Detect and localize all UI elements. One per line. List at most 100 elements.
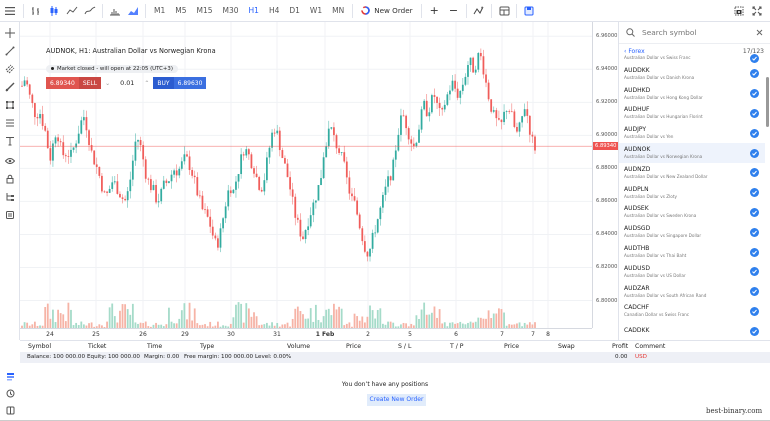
positions-tab-icon[interactable]: [4, 370, 16, 382]
screenshot-icon[interactable]: [730, 0, 748, 22]
indicators-icon[interactable]: f: [470, 0, 488, 22]
candles-icon[interactable]: [45, 0, 63, 22]
price-chart[interactable]: AUDNOK, H1: Australian Dollar vs Norwegi…: [20, 22, 592, 328]
zoom-out-button[interactable]: −: [448, 4, 459, 17]
area-line-icon[interactable]: [81, 0, 99, 22]
symbol-list-item[interactable]: AUDHKD Australian Dollar vs Hong Kong Dol…: [619, 84, 765, 104]
symbol-list-item[interactable]: AUDTHB Australian Dollar vs Thai Baht: [619, 242, 765, 262]
symbol-list-scrollbar[interactable]: [766, 77, 769, 127]
check-icon[interactable]: [750, 227, 759, 237]
timeframe-w1[interactable]: W1: [309, 6, 323, 15]
symbol-list-item[interactable]: AUDUSD Australian Dollar vs US Dollar: [619, 262, 765, 282]
journal-tab-icon[interactable]: [4, 404, 16, 416]
menu-icon[interactable]: [0, 0, 20, 22]
column-header[interactable]: Price: [346, 343, 362, 350]
column-header[interactable]: Price: [504, 343, 520, 350]
column-header[interactable]: Swap: [558, 343, 575, 350]
timeframe-m5[interactable]: M5: [175, 6, 187, 15]
column-header[interactable]: Profit: [612, 343, 629, 350]
symbol-name: CADDKK: [624, 327, 650, 335]
check-icon[interactable]: [750, 207, 759, 217]
check-icon[interactable]: [750, 267, 759, 277]
text-icon[interactable]: [0, 132, 20, 150]
symbol-list-item[interactable]: CADDKK: [619, 321, 765, 341]
symbol-list-item[interactable]: AUDPLN Australian Dollar vs Zloty: [619, 183, 765, 203]
symbol-list-item[interactable]: AUDJPY Australian Dollar vs Yen: [619, 123, 765, 143]
timeframe-mn[interactable]: MN: [332, 6, 345, 15]
symbol-list-item[interactable]: AUDDKK Australian Dollar vs Danish Krona: [619, 64, 765, 84]
check-icon[interactable]: [750, 306, 759, 316]
column-header[interactable]: Ticket: [88, 343, 107, 350]
symbol-list-item[interactable]: AUDNOK Australian Dollar vs Norwegian Kro…: [619, 143, 765, 163]
check-icon[interactable]: [750, 188, 759, 198]
price-axis[interactable]: 6.96000 6.94000 6.92000 6.90000 6.88000 6.860…: [592, 22, 619, 328]
back-to-categories[interactable]: ‹ Forex: [624, 47, 645, 55]
lot-value[interactable]: 0.01: [120, 79, 135, 87]
symbol-list-item[interactable]: AUDSEK Australian Dollar vs Sweden Krona: [619, 203, 765, 223]
increase-lot-icon[interactable]: ⌃: [144, 79, 150, 87]
column-header[interactable]: Comment: [635, 343, 666, 350]
trend-line-icon[interactable]: [0, 42, 20, 60]
symbol-description: Australian Dollar vs Thai Baht: [624, 253, 687, 259]
histogram-icon[interactable]: [106, 0, 124, 22]
check-icon[interactable]: [750, 148, 759, 158]
close-icon[interactable]: [756, 29, 763, 36]
timeframe-h1[interactable]: H1: [248, 6, 259, 15]
column-header[interactable]: S / L: [398, 343, 412, 350]
check-icon[interactable]: [750, 287, 759, 297]
timeframe-d1[interactable]: D1: [289, 6, 300, 15]
timeframe-m30[interactable]: M30: [222, 6, 239, 15]
symbol-description: Australian Dollar vs Zloty: [624, 193, 677, 199]
check-icon[interactable]: [750, 108, 759, 118]
column-header[interactable]: T / P: [450, 343, 464, 350]
decrease-lot-icon[interactable]: ⌄: [105, 79, 111, 87]
column-header[interactable]: Type: [200, 343, 215, 350]
fibonacci-icon[interactable]: [0, 114, 20, 132]
category-label: Forex: [628, 47, 645, 55]
check-icon[interactable]: [750, 89, 759, 99]
symbol-list-item[interactable]: Australian Dollar vs Swiss Franc: [619, 52, 765, 64]
symbol-list-item[interactable]: AUDHUF Australian Dollar vs Hungarian Flo…: [619, 104, 765, 124]
column-header[interactable]: Symbol: [28, 343, 52, 350]
lock-icon[interactable]: [0, 170, 20, 188]
rectangle-icon[interactable]: [0, 96, 20, 114]
timeframe-m15[interactable]: M15: [196, 6, 213, 15]
lot-stepper[interactable]: ⌄ 0.01 ⌃: [101, 79, 153, 87]
symbol-list-item[interactable]: AUDSGD Australian Dollar vs Singapore Dol…: [619, 222, 765, 242]
check-icon[interactable]: [750, 53, 759, 63]
check-icon[interactable]: [750, 168, 759, 178]
search-input[interactable]: [642, 28, 756, 37]
empty-positions-message: You don’t have any positions: [341, 381, 429, 388]
buy-button[interactable]: BUY 6.89630: [153, 77, 207, 89]
fullscreen-icon[interactable]: [748, 0, 766, 22]
template-icon[interactable]: [495, 0, 513, 22]
brush-icon[interactable]: [0, 78, 20, 96]
bars-icon[interactable]: [27, 0, 45, 22]
timeframe-h4[interactable]: H4: [268, 6, 280, 15]
line-icon[interactable]: [63, 0, 81, 22]
create-new-order-button[interactable]: Create New Order: [367, 394, 426, 406]
check-icon[interactable]: [750, 69, 759, 79]
eye-icon[interactable]: [0, 152, 20, 170]
sell-button[interactable]: 6.89340 SELL: [46, 77, 102, 89]
area-icon[interactable]: [124, 0, 142, 22]
time-axis[interactable]: 24 25 26 29 30 31 1 Feb 2 5 6 7 7 8: [20, 328, 592, 340]
column-header[interactable]: Volume: [287, 343, 311, 350]
new-order-button[interactable]: New Order: [356, 0, 417, 22]
timeframe-m1[interactable]: M1: [154, 6, 166, 15]
check-icon[interactable]: [750, 326, 759, 336]
symbol-list-item[interactable]: AUDNZD Australian Dollar vs New Zealand D…: [619, 163, 765, 183]
column-header[interactable]: Time: [147, 343, 163, 350]
parallel-channel-icon[interactable]: [0, 60, 20, 78]
crosshair-icon[interactable]: [0, 24, 20, 42]
check-icon[interactable]: [750, 247, 759, 257]
object-tree-icon[interactable]: [0, 188, 20, 206]
history-tab-icon[interactable]: [4, 387, 16, 399]
symbol-list-item[interactable]: AUDZAR Australian Dollar vs South African…: [619, 282, 765, 302]
symbol-list-item[interactable]: CADCHF Canadian Dollar vs Swiss Franc: [619, 302, 765, 322]
check-icon[interactable]: [750, 128, 759, 138]
delete-drawings-icon[interactable]: [0, 206, 20, 224]
zoom-in-button[interactable]: +: [429, 4, 439, 17]
drawing-toolbar: [0, 22, 20, 342]
save-layout-icon[interactable]: [520, 0, 538, 22]
